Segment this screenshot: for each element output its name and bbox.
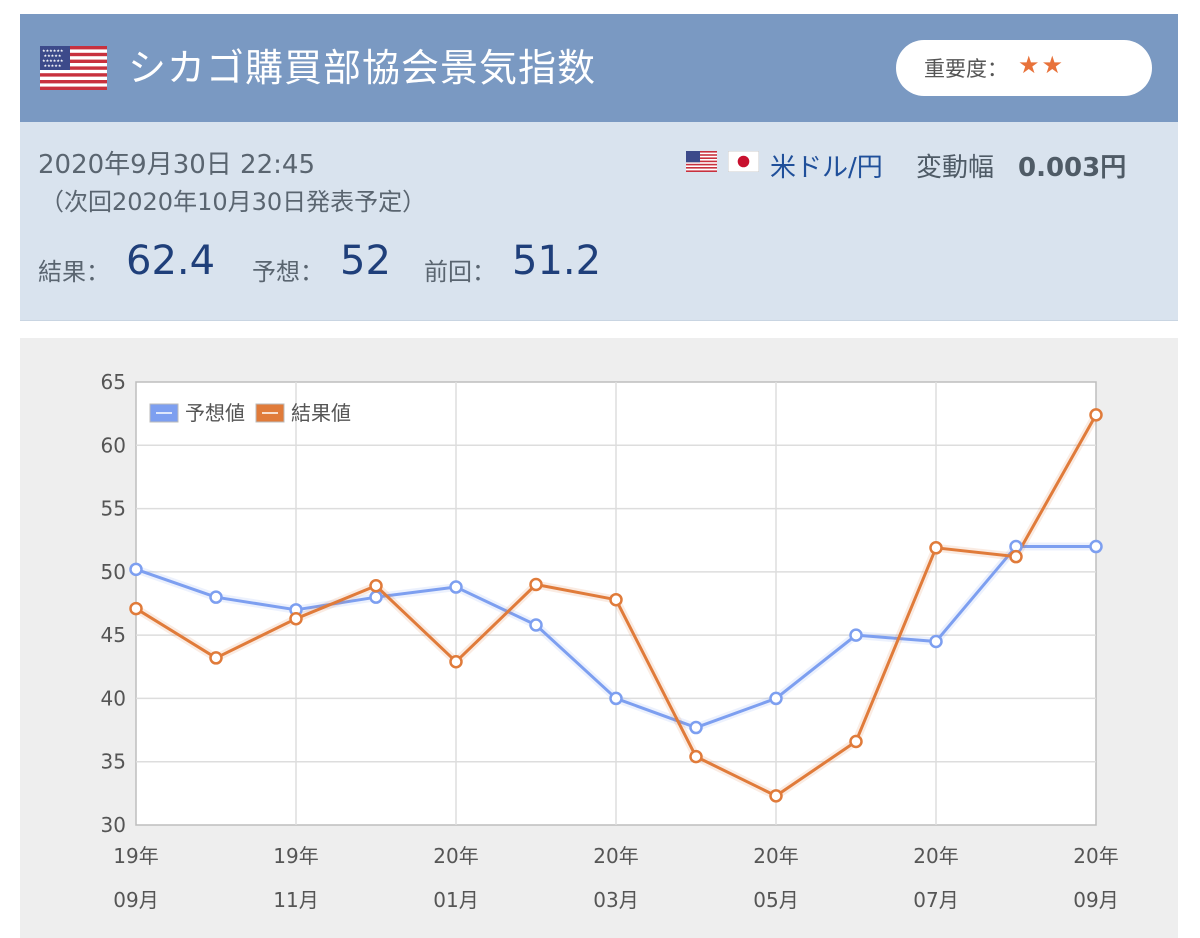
y-tick-label: 40	[101, 686, 126, 710]
forecast-label: 予想：	[252, 258, 324, 286]
y-tick-label: 55	[101, 497, 126, 521]
data-point-forecast	[929, 634, 943, 649]
svg-text:★★★★★★: ★★★★★★	[42, 58, 64, 63]
legend-label: 結果値	[291, 401, 351, 425]
y-tick-label: 45	[101, 623, 126, 647]
indicator-title: シカゴ購買部協会景気指数	[128, 46, 597, 90]
data-point-forecast	[129, 562, 143, 577]
data-point-result	[769, 789, 783, 803]
x-tick-month-label: 01月	[433, 888, 478, 912]
data-point-result	[929, 541, 943, 555]
data-point-result	[289, 611, 303, 626]
data-point-forecast	[689, 720, 703, 735]
legend-label: 予想値	[185, 401, 245, 425]
result-label: 結果：	[38, 258, 110, 286]
data-point-result	[209, 651, 223, 665]
data-point-result	[369, 579, 383, 593]
y-tick-label: 65	[101, 370, 126, 394]
data-point-result	[1009, 549, 1023, 564]
x-tick-month-label: 09月	[1073, 888, 1118, 912]
us-flag-small-icon	[686, 151, 717, 172]
jp-flag-icon	[728, 151, 759, 172]
data-point-result	[609, 592, 623, 607]
data-point-forecast	[769, 691, 783, 706]
x-tick-month-label: 03月	[593, 888, 638, 912]
currency-pair-link[interactable]: 米ドル/円	[770, 153, 883, 183]
forecast-value: 52	[340, 238, 391, 284]
y-tick-label: 30	[101, 813, 126, 837]
data-point-forecast	[609, 691, 623, 706]
data-point-result	[849, 734, 863, 749]
data-point-result	[129, 601, 143, 616]
change-value: 0.003円	[1018, 153, 1127, 183]
release-info-panel	[20, 122, 1178, 321]
y-tick-label: 60	[101, 433, 126, 457]
data-point-forecast	[1089, 539, 1103, 554]
data-point-forecast	[449, 580, 463, 594]
x-tick-year-label: 20年	[433, 844, 478, 868]
y-tick-label: 35	[101, 750, 126, 774]
x-tick-year-label: 20年	[913, 844, 958, 868]
change-label: 変動幅	[916, 153, 995, 183]
release-datetime: 2020年9月30日 22:45	[38, 150, 315, 180]
x-tick-year-label: 19年	[113, 844, 158, 868]
data-point-forecast	[209, 590, 223, 604]
svg-text:★★★★★: ★★★★★	[44, 53, 62, 58]
y-tick-label: 50	[101, 560, 126, 584]
data-point-result	[689, 749, 703, 764]
indicator-line-chart: 30 35 40 45 50 55 60 65 19年 09月 19年 11月 20年 01月 20年 03月…	[101, 370, 1119, 912]
x-tick-year-label: 19年	[273, 844, 318, 868]
data-point-result	[1089, 408, 1103, 422]
data-point-result	[529, 577, 543, 592]
x-tick-month-label: 09月	[113, 888, 158, 912]
previous-value: 51.2	[512, 238, 602, 284]
svg-text:★★★★★★: ★★★★★★	[42, 48, 64, 53]
x-tick-year-label: 20年	[593, 844, 638, 868]
importance-badge: 重要度： ★★	[896, 40, 1152, 96]
x-tick-month-label: 11月	[273, 888, 318, 912]
x-tick-month-label: 07月	[913, 888, 958, 912]
svg-text:★★★★★: ★★★★★	[44, 63, 62, 68]
data-point-forecast	[369, 590, 383, 604]
previous-label: 前回：	[424, 258, 496, 286]
next-release-date: （次回2020年10月30日発表予定）	[40, 188, 427, 216]
x-tick-year-label: 20年	[1073, 844, 1118, 868]
data-point-forecast	[529, 618, 543, 632]
importance-stars: ★★	[1018, 51, 1066, 79]
importance-label: 重要度：	[924, 57, 1008, 81]
data-point-forecast	[849, 628, 863, 642]
us-flag-icon: ★★★★★★★★★★★ ★★★★★★★★★★★	[40, 46, 107, 90]
x-tick-month-label: 05月	[753, 888, 798, 912]
result-value: 62.4	[126, 238, 216, 284]
chart-panel: 30 35 40 45 50 55 60 65 19年 09月 19年 11月 20年 01月 20年 03月…	[20, 338, 1178, 938]
x-tick-year-label: 20年	[753, 844, 798, 868]
data-point-result	[449, 654, 463, 669]
